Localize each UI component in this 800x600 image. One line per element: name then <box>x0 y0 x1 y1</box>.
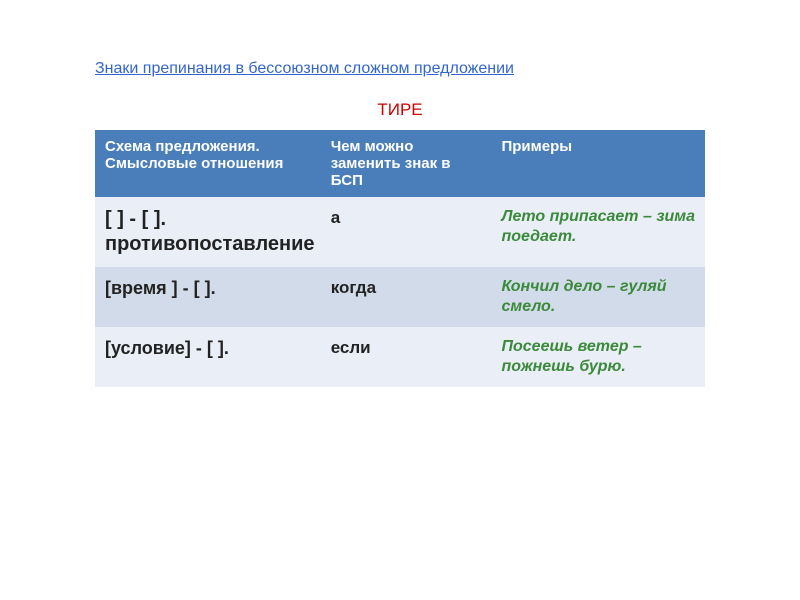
col-header-example: Примеры <box>491 130 705 197</box>
cell-replace: а <box>321 197 492 267</box>
cell-replace: если <box>321 327 492 387</box>
col-header-replace: Чем можно заменить знак в БСП <box>321 130 492 197</box>
cell-replace: когда <box>321 267 492 327</box>
slide-content: Знаки препинания в бессоюзном сложном пр… <box>0 0 800 387</box>
cell-example: Лето припасает – зима поедает. <box>491 197 705 267</box>
table-header-row: Схема предложения. Смысловые отношения Ч… <box>95 130 705 197</box>
subtitle: ТИРЕ <box>95 100 705 120</box>
col-header-schema: Схема предложения. Смысловые отношения <box>95 130 321 197</box>
cell-schema: [время ] - [ ]. <box>95 267 321 327</box>
cell-schema: [ ] - [ ]. противопоставление <box>95 197 321 267</box>
cell-example: Посеешь ветер – пожнешь бурю. <box>491 327 705 387</box>
page-title: Знаки препинания в бессоюзном сложном пр… <box>95 60 705 78</box>
rules-table: Схема предложения. Смысловые отношения Ч… <box>95 130 705 387</box>
table-row: [время ] - [ ]. когда Кончил дело – гуля… <box>95 267 705 327</box>
cell-schema: [условие] - [ ]. <box>95 327 321 387</box>
table-row: [условие] - [ ]. если Посеешь ветер – по… <box>95 327 705 387</box>
table-row: [ ] - [ ]. противопоставление а Лето при… <box>95 197 705 267</box>
cell-example: Кончил дело – гуляй смело. <box>491 267 705 327</box>
